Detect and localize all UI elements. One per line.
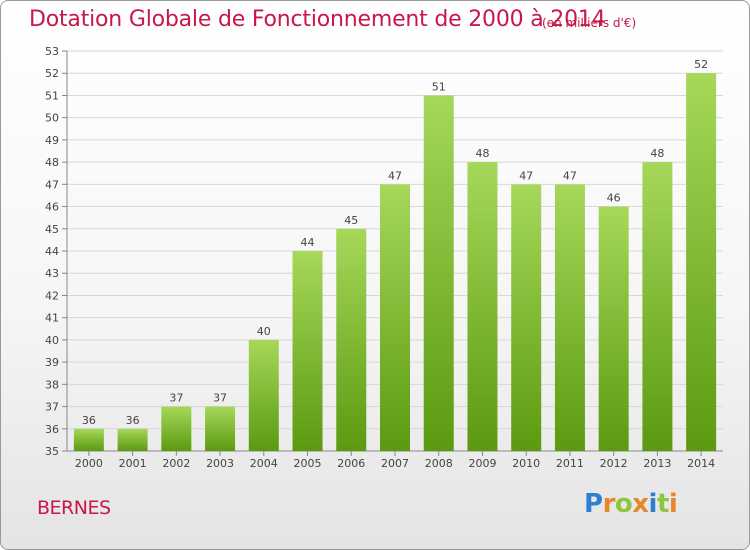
y-tick-label: 42 xyxy=(45,289,59,302)
y-tick-label: 38 xyxy=(45,378,59,391)
bar-value-label: 48 xyxy=(650,147,664,160)
x-tick-label: 2003 xyxy=(206,457,234,470)
x-tick-label: 2011 xyxy=(556,457,584,470)
bar-value-label: 45 xyxy=(344,214,358,227)
bar xyxy=(598,206,629,451)
y-tick-label: 35 xyxy=(45,445,59,458)
logo-letter: P xyxy=(584,489,603,519)
bar-value-label: 47 xyxy=(563,169,577,182)
bar xyxy=(511,184,542,452)
logo-letter: t xyxy=(656,489,669,519)
x-tick-label: 2008 xyxy=(425,457,453,470)
y-tick-label: 45 xyxy=(45,223,59,236)
proxiti-logo: Proxiti xyxy=(584,489,678,519)
bar xyxy=(336,228,367,451)
y-tick-label: 39 xyxy=(45,356,59,369)
bar xyxy=(686,73,717,451)
x-tick-label: 2006 xyxy=(337,457,365,470)
x-tick-label: 2012 xyxy=(600,457,628,470)
x-tick-label: 2005 xyxy=(294,457,322,470)
x-tick-label: 2014 xyxy=(687,457,715,470)
y-tick-label: 36 xyxy=(45,423,59,436)
y-tick-label: 46 xyxy=(45,201,59,214)
y-tick-label: 48 xyxy=(45,156,59,169)
x-tick-label: 2004 xyxy=(250,457,278,470)
bars: 36 36 37 37 40 44 45 47 51 48 47 47 46 48 52 xyxy=(73,58,717,452)
bar-value-label: 51 xyxy=(432,80,446,93)
logo-letter: r xyxy=(602,489,616,519)
y-tick-label: 44 xyxy=(45,245,59,258)
commune-name: BERNES xyxy=(37,497,111,519)
chart-title: Dotation Globale de Fonctionnement de 20… xyxy=(29,7,606,32)
bar xyxy=(467,162,498,451)
y-tick-label: 43 xyxy=(45,267,59,280)
bar-value-label: 52 xyxy=(694,58,708,71)
logo-letter: o xyxy=(614,489,633,519)
bar-value-label: 37 xyxy=(213,392,227,405)
x-tick-label: 2010 xyxy=(512,457,540,470)
bar xyxy=(248,339,279,451)
bar xyxy=(292,251,323,451)
bar-value-label: 40 xyxy=(257,325,271,338)
bar xyxy=(423,95,454,451)
bar xyxy=(161,406,192,451)
bar-value-label: 44 xyxy=(301,236,315,249)
y-tick-label: 47 xyxy=(45,178,59,191)
y-tick-label: 51 xyxy=(45,89,59,102)
bar xyxy=(642,162,673,451)
x-tick-label: 2000 xyxy=(75,457,103,470)
bar xyxy=(380,184,410,452)
x-tick-label: 2002 xyxy=(162,457,190,470)
bar-value-label: 48 xyxy=(475,147,489,160)
bar-value-label: 47 xyxy=(519,169,533,182)
logo-letter: x xyxy=(632,489,649,519)
bar-value-label: 47 xyxy=(388,169,402,182)
x-tick-label: 2009 xyxy=(468,457,496,470)
bar-value-label: 37 xyxy=(169,392,183,405)
bar xyxy=(117,428,148,451)
bar-value-label: 36 xyxy=(82,414,96,427)
bar-value-label: 36 xyxy=(126,414,140,427)
y-tick-label: 52 xyxy=(45,67,59,80)
x-tick-label: 2013 xyxy=(643,457,671,470)
axes: 35 36 37 38 39 40 41 42 43 44 45 46 47 48 49 50 51 52 53 20… xyxy=(45,45,723,470)
y-tick-label: 40 xyxy=(45,334,59,347)
bar xyxy=(205,406,236,451)
y-tick-label: 53 xyxy=(45,45,59,58)
y-tick-label: 50 xyxy=(45,112,59,125)
y-tick-label: 49 xyxy=(45,134,59,147)
logo-letter: i xyxy=(648,489,658,519)
x-tick-label: 2001 xyxy=(119,457,147,470)
chart-subtitle: (en milliers d'€) xyxy=(542,16,637,30)
bar-value-label: 46 xyxy=(607,192,621,205)
x-tick-label: 2007 xyxy=(381,457,409,470)
bar xyxy=(73,428,104,451)
y-tick-label: 41 xyxy=(45,312,59,325)
logo-letter: i xyxy=(668,489,678,519)
y-tick-label: 37 xyxy=(45,401,59,414)
bar xyxy=(554,184,585,452)
